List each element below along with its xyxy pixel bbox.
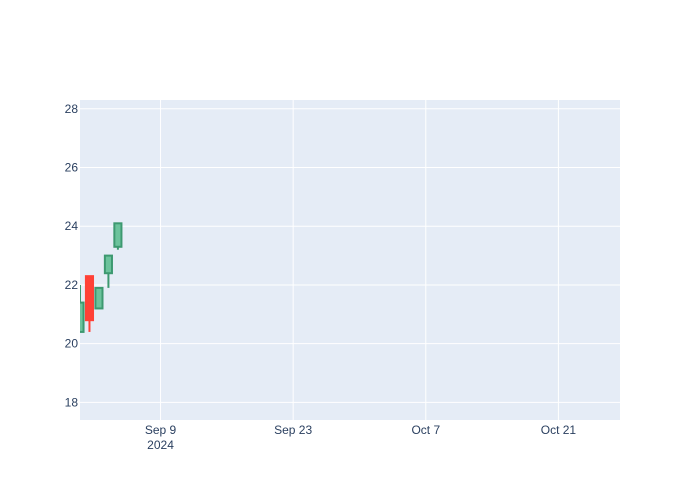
plot-background (80, 100, 620, 420)
candle-body-increasing (113, 222, 123, 248)
x-tick-label: Oct 21 (541, 423, 577, 437)
x-tick-year-label: 2024 (147, 438, 174, 452)
y-tick-label: 28 (65, 102, 79, 116)
candle-body-increasing (103, 254, 113, 275)
y-tick-label: 24 (65, 219, 79, 233)
candles-group (80, 222, 123, 333)
y-tick-label: 20 (65, 337, 79, 351)
candle-body-decreasing (84, 275, 95, 322)
x-tick-label: Sep 23 (274, 423, 312, 437)
candle-body-increasing (80, 301, 85, 333)
candle-body-increasing (94, 286, 104, 310)
x-tick-label: Oct 7 (411, 423, 440, 437)
y-tick-label: 26 (65, 161, 79, 175)
x-tick-label: Sep 9 (145, 423, 177, 437)
y-tick-label: 22 (65, 278, 79, 292)
y-tick-label: 18 (65, 395, 79, 409)
